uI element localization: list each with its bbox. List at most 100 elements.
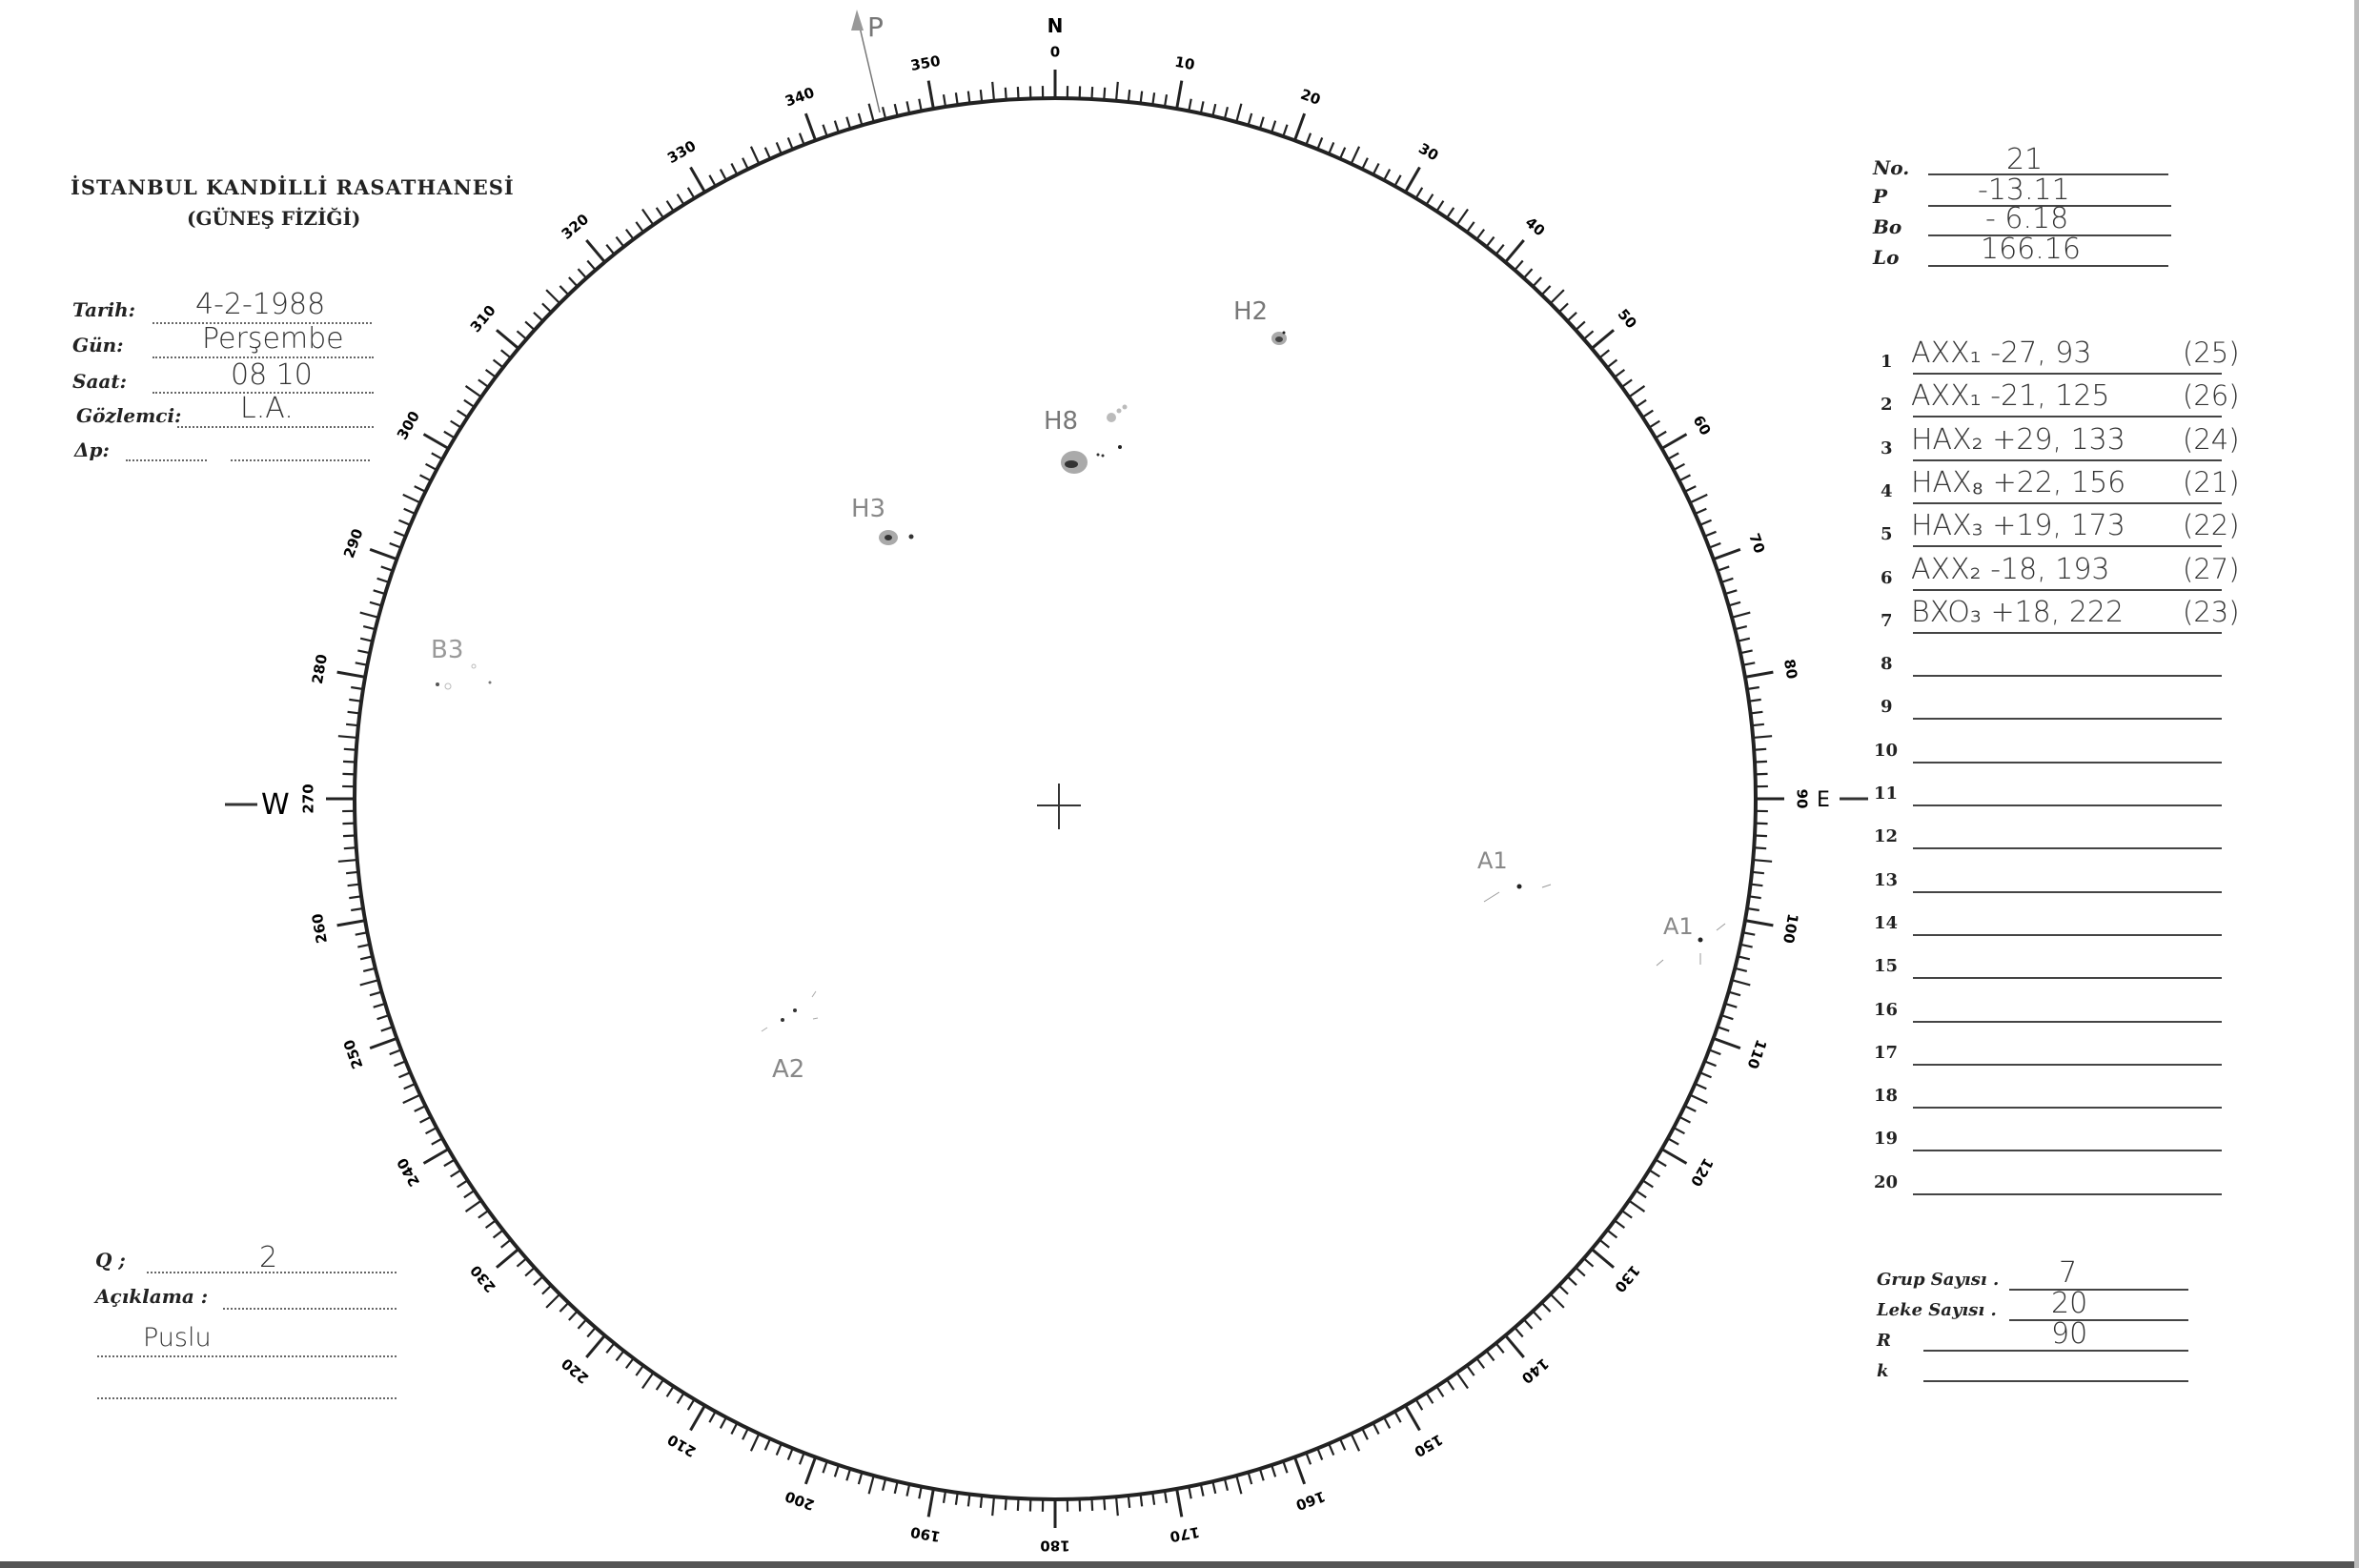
- degree-tick: [394, 530, 406, 538]
- degree-tick: [686, 1398, 696, 1411]
- degree-tick: [1425, 193, 1434, 206]
- degree-tick: [749, 1433, 761, 1452]
- degree-tick: [749, 146, 761, 165]
- degree-tick: [1724, 589, 1738, 596]
- degree-tick: [1455, 1372, 1469, 1390]
- degree-tick: [803, 1456, 818, 1485]
- degree-label: 240: [394, 1155, 423, 1190]
- degree-tick: [568, 276, 579, 288]
- degree-tick: [359, 979, 379, 987]
- group-row-line: [1913, 1063, 2222, 1066]
- degree-tick: [1383, 169, 1392, 181]
- degree-tick: [833, 1464, 840, 1477]
- degree-tick: [1673, 1127, 1685, 1135]
- degree-label: 20: [1298, 86, 1323, 109]
- group-row-id: (24): [2183, 422, 2240, 456]
- group-row-line: [1913, 847, 2222, 850]
- degree-tick: [516, 330, 528, 340]
- group-row-number: 13: [1874, 869, 1899, 890]
- degree-tick: [1678, 1115, 1691, 1124]
- degree-tick: [1728, 601, 1741, 607]
- degree-tick: [742, 1428, 749, 1440]
- degree-tick: [1731, 979, 1751, 987]
- degree-tick: [541, 1284, 553, 1295]
- degree-tick: [463, 398, 476, 408]
- degree-tick: [641, 208, 655, 226]
- degree-label: 60: [1690, 413, 1715, 438]
- group-row-number: 17: [1874, 1042, 1899, 1063]
- degree-tick: [362, 967, 376, 973]
- degree-tick: [1446, 1378, 1455, 1391]
- degree-label: 250: [340, 1037, 367, 1071]
- degree-tick: [1235, 103, 1243, 123]
- degree-tick: [373, 1002, 386, 1008]
- degree-tick: [1660, 433, 1688, 450]
- degree-tick: [359, 611, 379, 619]
- group-row-line: [1913, 631, 2222, 634]
- p-value: -13.11: [1978, 173, 2070, 207]
- degree-tick: [450, 419, 462, 429]
- degree-tick: [1414, 1398, 1424, 1411]
- degree-tick: [786, 1448, 794, 1460]
- degree-tick: [1514, 1326, 1524, 1338]
- degree-tick: [1163, 94, 1169, 108]
- group-row-number: 9: [1881, 697, 1893, 718]
- degree-tick: [1737, 955, 1751, 961]
- degree-tick: [398, 1071, 411, 1079]
- degree-tick: [1328, 142, 1335, 154]
- degree-tick: [402, 493, 421, 504]
- degree-label: 150: [1412, 1431, 1446, 1460]
- remark-line-2: [97, 1355, 397, 1357]
- degree-label: 130: [1611, 1262, 1643, 1296]
- degree-tick: [1728, 990, 1741, 997]
- degree-tick: [624, 228, 635, 240]
- degree-tick: [893, 103, 899, 117]
- group-row-id: (27): [2183, 552, 2240, 585]
- degree-label: 300: [394, 408, 423, 442]
- degree-tick: [355, 662, 368, 666]
- degree-tick: [833, 120, 840, 133]
- degree-tick: [342, 834, 356, 838]
- group-row-number: 20: [1874, 1171, 1899, 1192]
- degree-tick: [524, 1266, 536, 1277]
- degree-tick: [347, 883, 360, 887]
- degree-tick: [926, 80, 935, 110]
- degree-tick: [376, 1014, 390, 1021]
- degree-tick: [1466, 221, 1475, 234]
- group-label: A2: [772, 1055, 804, 1084]
- degree-label: 50: [1615, 306, 1640, 333]
- degree-tick: [1628, 1199, 1646, 1212]
- group-label: A1: [1663, 913, 1694, 940]
- center-cross: [1037, 784, 1081, 829]
- degree-tick: [1504, 1334, 1525, 1358]
- degree-tick: [1151, 92, 1156, 106]
- degree-tick: [500, 349, 512, 359]
- group-row-number: 5: [1881, 524, 1893, 545]
- degree-tick: [1522, 268, 1534, 279]
- degree-tick: [1606, 1229, 1618, 1239]
- degree-tick: [1742, 931, 1756, 936]
- degree-tick: [1175, 1488, 1184, 1517]
- degree-tick: [1660, 1148, 1688, 1165]
- degree-label: 120: [1687, 1155, 1717, 1190]
- degree-tick: [577, 268, 588, 279]
- degree-tick: [1689, 1093, 1708, 1105]
- rotation-axis-arrow: P: [851, 10, 884, 113]
- remark-line-1: [223, 1308, 397, 1310]
- degree-tick: [342, 760, 356, 764]
- degree-tick: [1557, 1284, 1569, 1295]
- degree-tick: [541, 302, 553, 314]
- degree-label: 100: [1779, 912, 1801, 945]
- lo-value: 166.16: [1981, 233, 2081, 266]
- group-row-id: (25): [2183, 336, 2240, 369]
- degree-tick: [1016, 86, 1020, 100]
- degree-tick: [686, 187, 696, 199]
- degree-tick: [1305, 1452, 1312, 1465]
- degree-tick: [524, 320, 536, 332]
- degree-tick: [349, 895, 362, 900]
- group-row-line: [1913, 588, 2222, 591]
- q-line: [147, 1272, 397, 1273]
- degree-tick: [624, 1357, 635, 1370]
- degree-label: 220: [559, 1354, 593, 1387]
- degree-tick: [343, 747, 356, 751]
